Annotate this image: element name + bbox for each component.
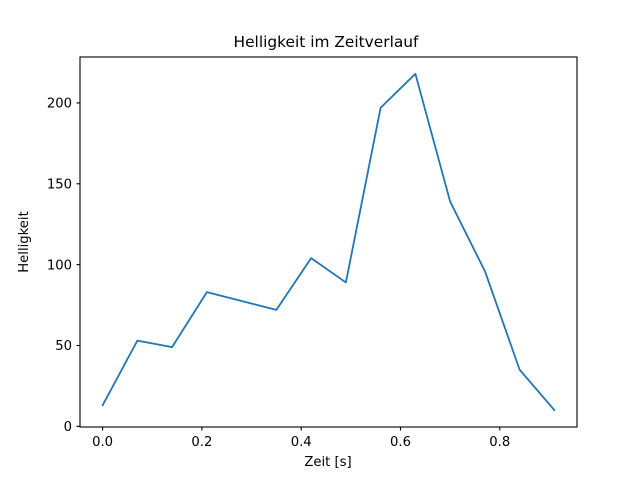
x-axis-ticks: 0.0 0.2 0.4 0.6 0.8 <box>92 427 510 450</box>
axes-spines <box>79 56 578 428</box>
x-axis-title: Zeit [s] <box>304 455 351 470</box>
data-series-line <box>101 72 556 412</box>
axes-frame <box>79 56 578 428</box>
x-tick-label: 0.2 <box>191 435 212 450</box>
chart-title: Helligkeit im Zeitverlauf <box>234 33 420 51</box>
x-tick-label: 0.4 <box>291 435 312 450</box>
y-tick-label: 200 <box>47 97 72 112</box>
y-tick-label: 50 <box>55 339 72 354</box>
y-tick-label: 150 <box>47 177 72 192</box>
x-tick-label: 0.0 <box>92 435 113 450</box>
x-tick-label: 0.6 <box>390 435 411 450</box>
y-axis-title: Helligkeit <box>17 211 32 273</box>
y-tick-label: 0 <box>64 420 72 435</box>
y-tick-label: 100 <box>47 258 72 273</box>
x-tick-label: 0.8 <box>489 435 510 450</box>
y-axis-ticks: 0 50 100 150 200 <box>47 97 80 435</box>
